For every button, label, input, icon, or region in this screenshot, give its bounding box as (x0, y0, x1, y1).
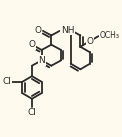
Text: N: N (38, 56, 45, 65)
Text: NH: NH (61, 26, 75, 35)
Text: Cl: Cl (2, 77, 11, 86)
Text: O: O (28, 40, 36, 49)
Text: O: O (35, 26, 42, 35)
Text: O: O (86, 37, 94, 46)
Text: OCH₃: OCH₃ (100, 31, 120, 40)
Text: Cl: Cl (28, 109, 36, 117)
